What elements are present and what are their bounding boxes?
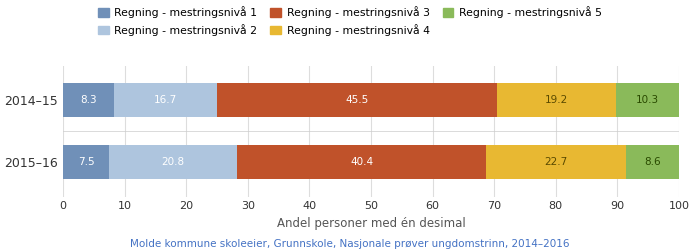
Bar xyxy=(109,145,237,179)
Legend: Regning - mestringsnivå 1, Regning - mestringsnivå 2, Regning - mestringsnivå 3,: Regning - mestringsnivå 1, Regning - mes… xyxy=(97,5,603,37)
Text: 8.3: 8.3 xyxy=(80,95,97,105)
Bar xyxy=(237,145,486,179)
Bar xyxy=(486,145,626,179)
X-axis label: Andel personer med én desimal: Andel personer med én desimal xyxy=(276,217,466,230)
Bar xyxy=(63,145,109,179)
Bar xyxy=(217,83,497,117)
Bar xyxy=(114,83,217,117)
Text: 8.6: 8.6 xyxy=(644,157,661,167)
Bar xyxy=(497,83,615,117)
Text: 16.7: 16.7 xyxy=(154,95,177,105)
Text: 19.2: 19.2 xyxy=(545,95,568,105)
Text: Molde kommune skoleeier, Grunnskole, Nasjonale prøver ungdomstrinn, 2014–2016: Molde kommune skoleeier, Grunnskole, Nas… xyxy=(130,239,570,249)
Text: 22.7: 22.7 xyxy=(545,157,568,167)
Bar xyxy=(63,83,114,117)
Text: 45.5: 45.5 xyxy=(346,95,369,105)
Text: 20.8: 20.8 xyxy=(162,157,185,167)
Text: 7.5: 7.5 xyxy=(78,157,94,167)
Bar xyxy=(615,83,679,117)
Text: 10.3: 10.3 xyxy=(636,95,659,105)
Text: 40.4: 40.4 xyxy=(350,157,373,167)
Bar xyxy=(626,145,679,179)
